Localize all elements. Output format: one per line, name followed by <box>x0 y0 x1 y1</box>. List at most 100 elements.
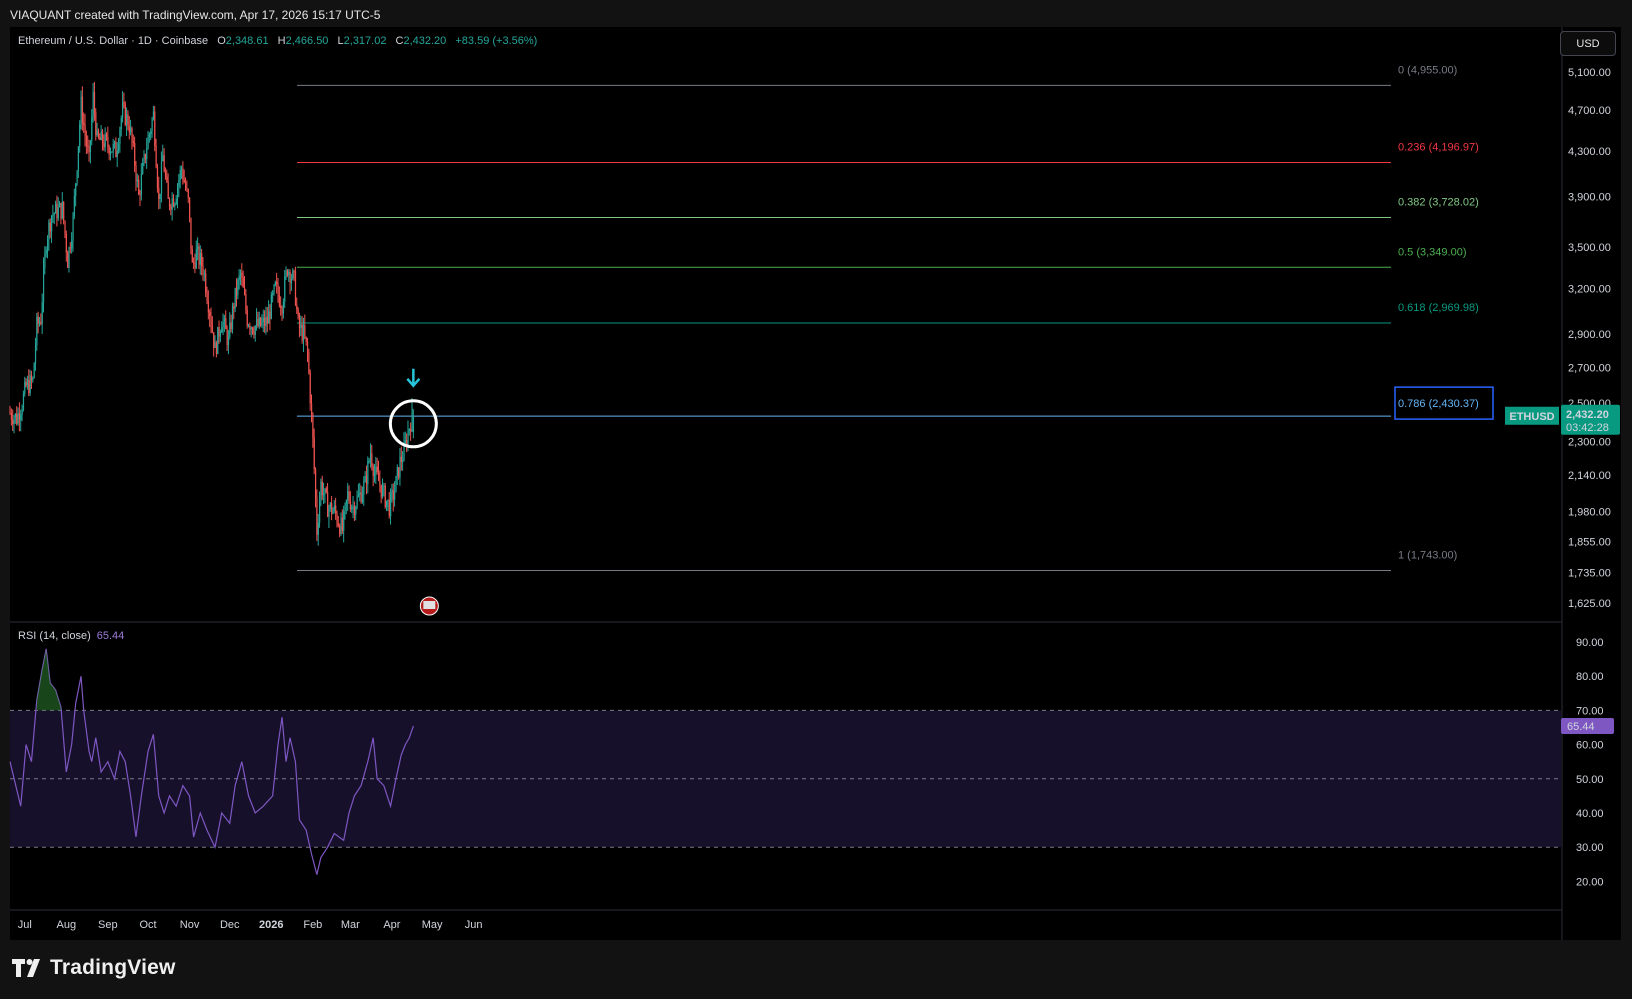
candle-body <box>223 318 226 322</box>
candle-body <box>135 165 137 182</box>
candle-body <box>72 216 74 241</box>
candle-body <box>333 505 335 511</box>
candle-body <box>324 488 326 494</box>
candle-body <box>300 324 302 328</box>
candle-body <box>293 270 295 272</box>
price-tag-value: 2,432.20 <box>1566 409 1609 421</box>
tradingview-logo-icon <box>12 959 40 977</box>
price-axis-label: 4,700.00 <box>1568 105 1611 117</box>
candle-body <box>174 204 176 207</box>
time-axis-label: Dec <box>220 919 240 931</box>
candle-body <box>12 419 14 425</box>
candle-body <box>34 345 37 364</box>
candle-body <box>55 203 57 214</box>
candle-body <box>285 270 287 277</box>
rsi-axis-label: 50.00 <box>1576 774 1604 786</box>
candle-body <box>10 413 13 420</box>
candle-body <box>162 155 164 162</box>
candle-body <box>91 116 93 141</box>
candle-body <box>107 136 109 147</box>
candle-body <box>118 144 120 151</box>
candle-body <box>219 332 222 337</box>
candle-body <box>108 146 110 155</box>
candle-body <box>182 168 184 180</box>
candle-body <box>305 336 307 342</box>
candle-body <box>75 183 77 197</box>
candle-body <box>311 403 313 414</box>
candle-body <box>105 134 108 137</box>
candle-body <box>292 270 294 279</box>
tradingview-logo[interactable]: TradingView <box>12 956 176 980</box>
price-axis-label: 1,735.00 <box>1568 568 1611 580</box>
candle-body <box>221 326 223 333</box>
candle-body <box>343 511 345 531</box>
candle-body <box>273 285 275 294</box>
candle-body <box>235 287 238 296</box>
candle-body <box>361 494 364 503</box>
candle-body <box>205 273 207 293</box>
candle-body <box>57 207 59 219</box>
currency-button[interactable]: USD <box>1560 31 1616 56</box>
candle-body <box>309 372 311 404</box>
candle-body <box>327 492 329 517</box>
candle-body <box>214 342 216 348</box>
time-axis-label: Nov <box>180 919 200 931</box>
price-axis-label: 1,625.00 <box>1568 598 1611 610</box>
price-axis-label: 3,200.00 <box>1568 283 1611 295</box>
fib-label-0.786: 0.786 (2,430.37) <box>1398 398 1479 410</box>
candle-body <box>246 309 248 326</box>
candle-body <box>18 413 21 420</box>
candle-body <box>198 246 200 265</box>
candle-body <box>207 301 210 313</box>
candle-body <box>394 492 396 500</box>
fib-label-0.5: 0.5 (3,349.00) <box>1398 246 1467 258</box>
candle-body <box>363 481 365 495</box>
candle-body <box>79 124 81 147</box>
legend-high-label: H <box>277 35 286 47</box>
price-axis-label: 2,700.00 <box>1568 362 1611 374</box>
candle-body <box>14 413 17 419</box>
candle-body <box>382 485 384 497</box>
candle-body <box>347 491 349 501</box>
legend-symbol: Ethereum / U.S. Dollar · 1D · Coinbase <box>18 35 209 47</box>
candle-body <box>336 513 338 524</box>
candle-body <box>226 329 228 346</box>
candle-body <box>250 327 252 330</box>
rsi-label: RSI (14, close) <box>18 630 91 642</box>
down-arrow-icon <box>406 368 421 388</box>
candle-body <box>248 325 250 327</box>
candle-body <box>150 131 152 134</box>
candle-body <box>308 352 310 373</box>
candle-body <box>403 443 405 461</box>
candle-body <box>257 319 259 327</box>
candle-body <box>225 318 227 330</box>
candle-body <box>61 201 63 219</box>
candle-body <box>123 101 125 104</box>
candle-body <box>87 145 89 148</box>
candle-body <box>85 136 88 146</box>
candle-body <box>171 198 173 210</box>
candle-body <box>65 233 67 253</box>
candle-body <box>67 252 69 268</box>
header-bar: VIAQUANT created with TradingView.com, A… <box>0 0 1632 27</box>
time-axis-label: Oct <box>139 919 156 931</box>
price-axis-label: 3,500.00 <box>1568 242 1611 254</box>
candle-body <box>364 476 366 482</box>
candle-body <box>312 413 314 438</box>
fib-label-0.618: 0.618 (2,969.98) <box>1398 302 1479 314</box>
candle-body <box>203 273 205 275</box>
candle-body <box>97 130 100 137</box>
candle-body <box>404 440 406 444</box>
rsi-axis-label: 40.00 <box>1576 808 1604 820</box>
candle-body <box>119 129 121 145</box>
candle-body <box>383 485 385 487</box>
legend-open: 2,348.61 <box>225 35 269 47</box>
rsi-value-tag-label: 65.44 <box>1567 721 1595 733</box>
candle-body <box>269 311 271 319</box>
rsi-axis-label: 30.00 <box>1576 842 1604 854</box>
candle-body <box>30 375 33 381</box>
rsi-axis-label: 70.00 <box>1576 705 1604 717</box>
candle-body <box>319 500 321 523</box>
fib-label-0: 0 (4,955.00) <box>1398 64 1457 76</box>
